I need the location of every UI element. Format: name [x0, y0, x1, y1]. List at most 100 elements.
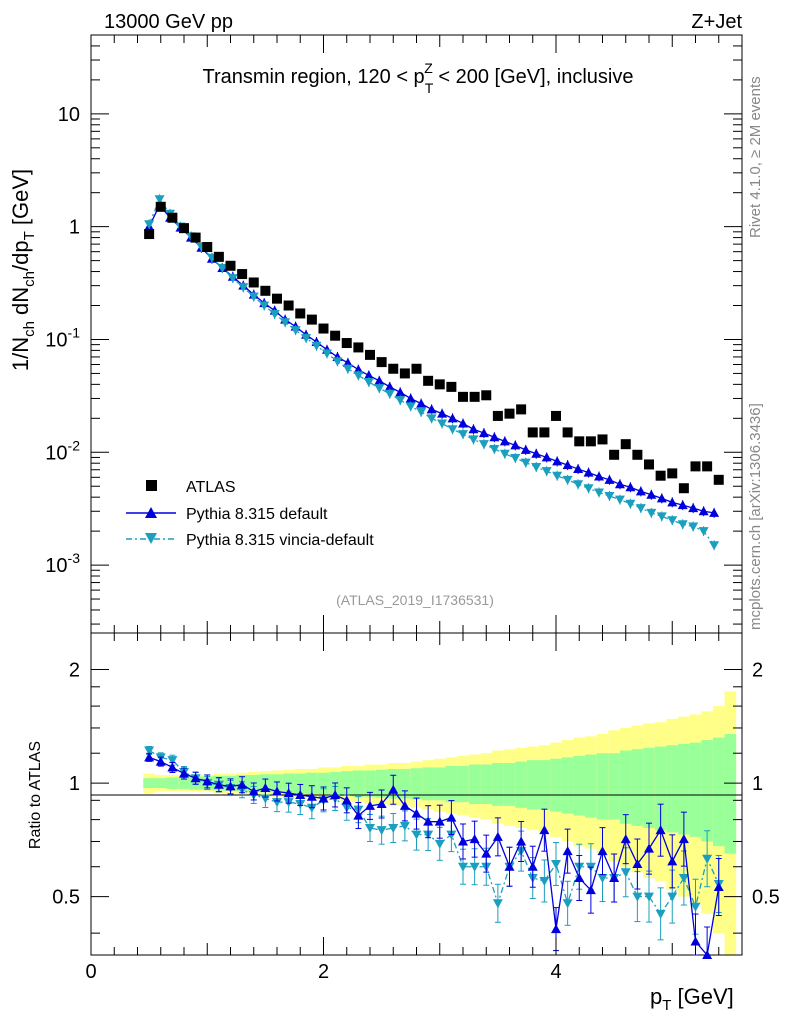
band-stat	[317, 772, 330, 795]
ratio-default-marker	[527, 861, 538, 871]
mc-default-marker	[426, 404, 437, 414]
y-tick-label: 10-1	[45, 324, 80, 351]
mc-default-marker	[499, 436, 510, 446]
band-stat	[352, 770, 365, 797]
ratio-vincia-marker	[644, 892, 654, 902]
atlas-point	[388, 363, 399, 374]
atlas-point	[365, 349, 375, 360]
atlas-point	[469, 391, 480, 402]
atlas-point	[667, 468, 678, 479]
ratio-default-marker	[678, 834, 689, 844]
mc-vincia-marker	[342, 364, 353, 374]
mc-default-marker	[468, 424, 479, 434]
mc-default-marker	[531, 448, 542, 458]
mc-vincia-marker	[217, 264, 228, 274]
band-stat	[503, 763, 516, 806]
ratio-default-marker	[609, 873, 620, 883]
ratio-default-marker	[458, 836, 468, 846]
mc-default-marker	[573, 464, 584, 474]
mc-vincia-marker	[552, 471, 563, 481]
ratio-default-marker	[655, 825, 666, 835]
mc-vincia-marker	[604, 491, 615, 501]
y-axis-label-main: 1/Nch dNch/dpT [GeV]	[8, 169, 38, 371]
atlas-point	[213, 251, 224, 262]
atlas-point	[481, 390, 492, 401]
ratio-default-marker	[295, 789, 306, 799]
mc-vincia-marker	[667, 516, 678, 526]
mc-default-marker	[594, 471, 605, 481]
mc-vincia-marker	[458, 430, 468, 440]
ratio-default-marker	[667, 856, 678, 866]
mc-vincia-marker	[677, 520, 688, 530]
band-stat	[619, 750, 632, 824]
ratio-vincia-marker	[446, 830, 457, 840]
ratio-tick-label-right: 1	[752, 773, 763, 795]
atlas-point	[690, 461, 701, 472]
band-stat	[631, 749, 644, 826]
ratio-vincia-marker	[655, 909, 666, 919]
band-stat	[480, 764, 493, 805]
atlas-point	[376, 357, 387, 368]
mc-vincia-marker	[384, 389, 395, 399]
band-stat	[457, 765, 469, 803]
mc-vincia-marker	[248, 292, 259, 302]
band-stat	[468, 764, 481, 805]
ratio-ticks: 0 2 4 0.5 0.5 1 1 2 2	[52, 633, 780, 983]
mc-default-marker	[384, 381, 395, 391]
legend: ATLAS Pythia 8.315 default Pythia 8.315 …	[126, 479, 374, 549]
mc-default-marker	[353, 364, 364, 374]
ratio-default-marker	[492, 831, 503, 841]
mc-vincia-marker	[583, 484, 594, 494]
mc-vincia-marker	[144, 220, 155, 230]
ratio-vincia-marker	[388, 824, 399, 834]
band-stat	[515, 761, 527, 808]
mc-vincia-marker	[269, 310, 280, 320]
ratio-default-marker	[167, 762, 178, 772]
mc-default-marker	[604, 474, 615, 484]
legend-vincia-label: Pythia 8.315 vincia-default	[186, 532, 374, 549]
ratio-default-marker	[539, 825, 550, 835]
mc-default-marker	[437, 408, 448, 418]
ratio-default-marker	[690, 936, 701, 946]
mc-default-marker	[405, 393, 416, 403]
mc-vincia-marker	[478, 440, 489, 450]
ratio-vincia-marker	[632, 892, 643, 902]
atlas-point	[283, 300, 294, 311]
mc-default-marker	[552, 456, 563, 466]
mc-vincia-marker	[562, 475, 573, 485]
ratio-default-marker	[376, 799, 387, 809]
mc-vincia-marker	[614, 495, 625, 505]
ratio-tick-label-right: 0.5	[752, 887, 780, 909]
mc-default-marker	[562, 460, 573, 470]
atlas-point	[597, 434, 608, 445]
ratio-default-marker	[574, 873, 585, 883]
ratio-vincia-marker	[411, 830, 422, 840]
ratio-vincia-marker	[167, 756, 178, 766]
ratio-vincia-marker	[306, 803, 317, 813]
mc-vincia-marker	[499, 449, 510, 459]
ratio-tick-label-right: 2	[752, 660, 763, 682]
y-tick-label: 10-2	[45, 437, 80, 464]
atlas-point	[155, 201, 166, 212]
mc-vincia-marker	[646, 508, 657, 518]
main-panel: Transmin region, 120 < pTZ < 200 [GeV], …	[45, 34, 743, 634]
mc-default-marker	[625, 482, 636, 492]
mc-vincia-marker	[573, 480, 584, 490]
atlas-point	[516, 404, 527, 415]
ratio-default-marker	[411, 808, 422, 818]
legend-atlas-label: ATLAS	[186, 479, 236, 496]
ratio-vincia-marker	[620, 868, 631, 878]
band-stat	[724, 733, 737, 854]
mc-vincia-marker	[374, 384, 385, 394]
mc-default-marker	[667, 497, 678, 507]
atlas-point	[411, 363, 422, 374]
region-title: Transmin region, 120 < pTZ < 200 [GeV], …	[203, 60, 634, 96]
ratio-default-marker	[341, 795, 352, 805]
band-stat	[573, 755, 586, 816]
mc-vincia-marker	[489, 444, 500, 454]
ratio-default-marker	[446, 812, 457, 822]
ratio-default-marker	[179, 768, 189, 778]
ratio-default-marker	[702, 950, 713, 959]
atlas-point	[702, 461, 713, 472]
band-stat	[364, 770, 376, 797]
